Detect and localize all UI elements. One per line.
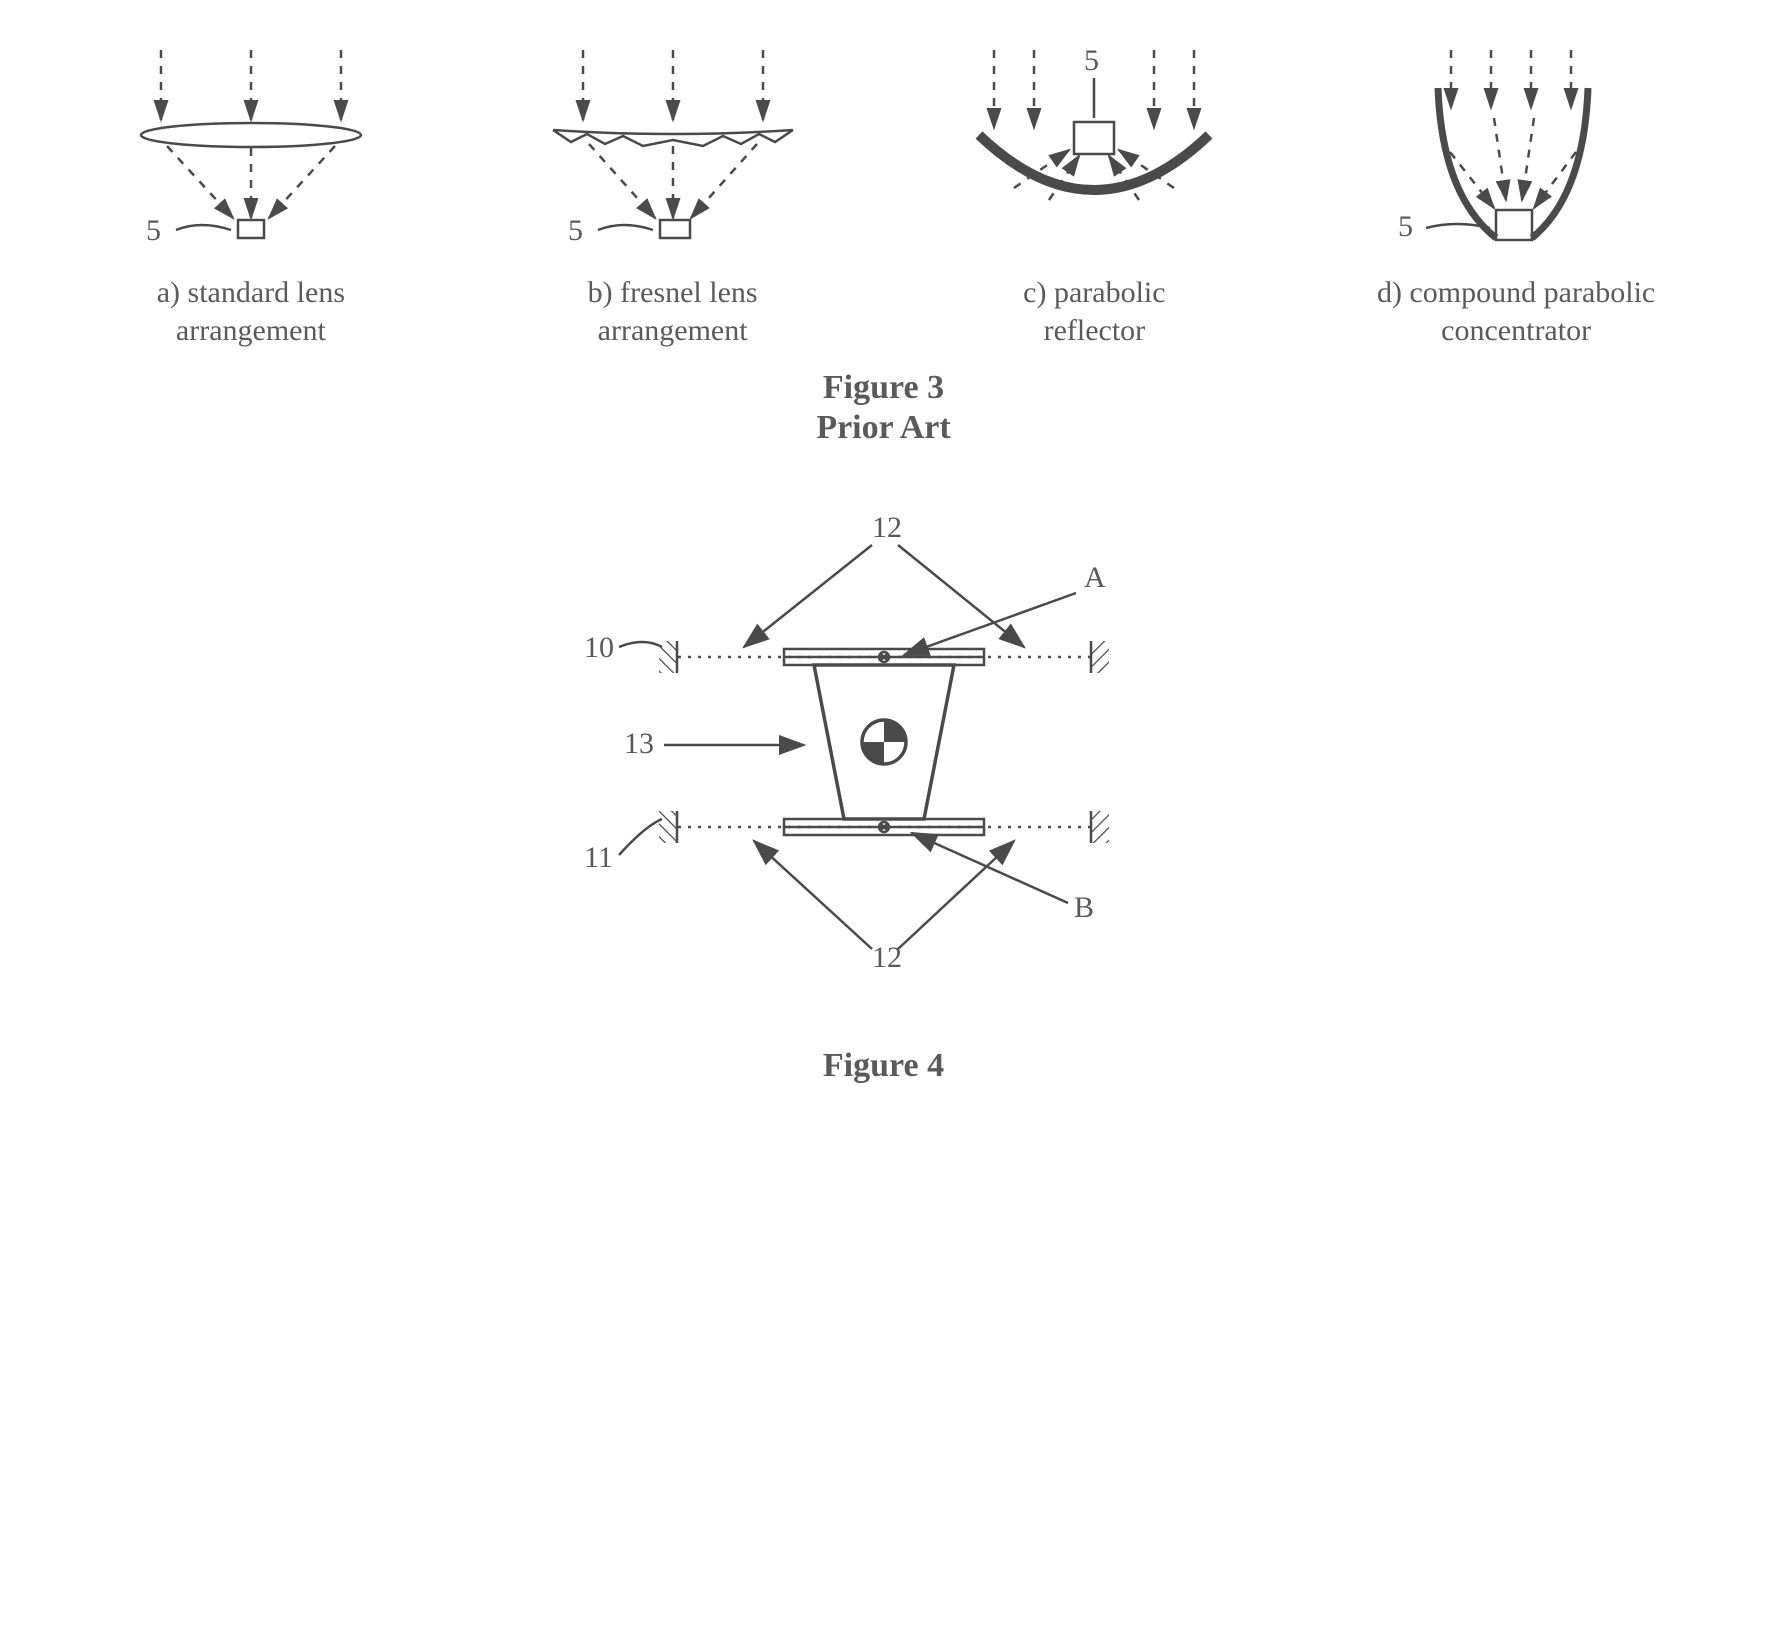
figure4-wrap: 12 A 10 <box>40 497 1727 1085</box>
fig3-item-standard-lens: 5 a) standard lens arrangement <box>40 40 462 349</box>
caption-b-line2: arrangement <box>598 314 748 347</box>
label-13: 13 <box>624 727 654 760</box>
label-B: B <box>1074 891 1094 924</box>
fig3-item-compound-parabolic: 5 d) compound parabolic concentrator <box>1305 40 1727 349</box>
standard-lens-diagram: 5 <box>101 40 401 260</box>
caption-a-line2: arrangement <box>176 314 326 347</box>
caption-d: d) compound parabolic concentrator <box>1305 274 1727 349</box>
figure3-title: Figure 3 <box>40 369 1727 407</box>
caption-a: a) standard lens arrangement <box>40 274 462 349</box>
caption-b-line1: b) fresnel lens <box>588 276 758 309</box>
caption-c: c) parabolic reflector <box>884 274 1306 349</box>
label-12-top: 12 <box>872 511 902 544</box>
caption-a-line1: a) standard lens <box>157 276 345 309</box>
figure4-title: Figure 4 <box>40 1047 1727 1085</box>
caption-c-line1: c) parabolic <box>1023 276 1165 309</box>
fresnel-lens-diagram: 5 <box>523 40 823 260</box>
caption-d-line1: d) compound parabolic <box>1377 276 1655 309</box>
label-10: 10 <box>584 631 614 664</box>
fig3-item-fresnel-lens: 5 b) fresnel lens arrangement <box>462 40 884 349</box>
parabolic-reflector-diagram: 5 <box>944 40 1244 260</box>
label-12-bottom: 12 <box>872 941 902 974</box>
caption-d-line2: concentrator <box>1441 314 1591 347</box>
figure3-row: 5 a) standard lens arrangement <box>40 40 1727 349</box>
label-5: 5 <box>146 214 161 247</box>
figure3-subtitle: Prior Art <box>40 409 1727 447</box>
caption-c-line2: reflector <box>1044 314 1146 347</box>
fig3-item-parabolic-reflector: 5 c) parabolic reflector <box>884 40 1306 349</box>
figure4-diagram: 12 A 10 <box>484 497 1284 1017</box>
figure-container: 5 a) standard lens arrangement <box>40 40 1727 1085</box>
label-11: 11 <box>584 841 613 874</box>
label-A: A <box>1084 561 1106 594</box>
label-5: 5 <box>1084 44 1099 77</box>
label-5: 5 <box>568 214 583 247</box>
label-5: 5 <box>1398 210 1413 243</box>
caption-b: b) fresnel lens arrangement <box>462 274 884 349</box>
compound-parabolic-diagram: 5 <box>1366 40 1666 260</box>
